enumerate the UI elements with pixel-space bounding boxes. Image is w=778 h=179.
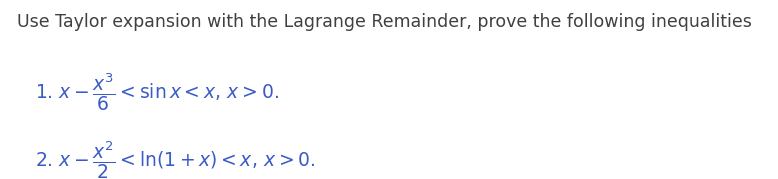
Text: Use Taylor expansion with the Lagrange Remainder, prove the following inequaliti: Use Taylor expansion with the Lagrange R… — [17, 13, 752, 31]
Text: 1. $x - \dfrac{x^3}{6} < \sin x < x,\, x > 0.$: 1. $x - \dfrac{x^3}{6} < \sin x < x,\, x… — [35, 72, 279, 113]
Text: 2. $x - \dfrac{x^2}{2} < \ln(1+x) < x,\, x > 0.$: 2. $x - \dfrac{x^2}{2} < \ln(1+x) < x,\,… — [35, 140, 316, 179]
